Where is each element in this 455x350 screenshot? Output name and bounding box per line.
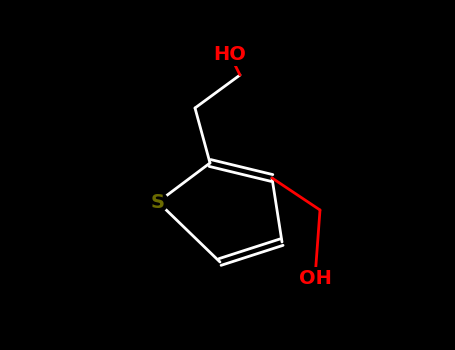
Bar [287, 267, 343, 289]
Text: S: S [151, 193, 165, 211]
Text: HO: HO [213, 46, 247, 64]
Circle shape [148, 192, 168, 212]
Bar [202, 44, 258, 66]
Text: OH: OH [298, 268, 331, 287]
